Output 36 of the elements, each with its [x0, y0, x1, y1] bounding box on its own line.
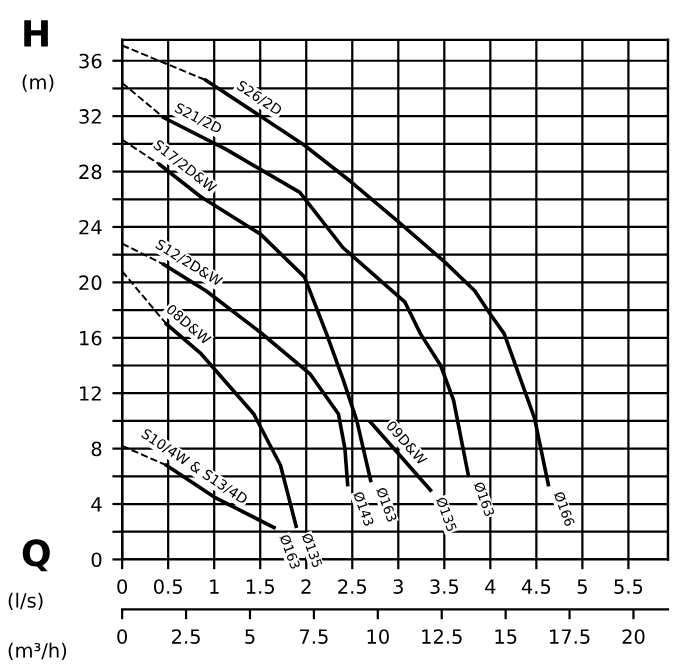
x2-tick-label: 12.5: [422, 629, 462, 644]
text: Q: [22, 539, 50, 572]
x-tick-label: 1: [210, 579, 219, 594]
x-tick-label: 3: [393, 579, 403, 594]
x2-tick-label: 7.5: [300, 629, 328, 644]
x-tick-label: 2.5: [338, 579, 367, 594]
x2-tick-label: 5: [245, 629, 255, 644]
y-tick-label: 32: [79, 109, 101, 124]
y-tick-label: 4: [91, 497, 102, 512]
x-tick-label: 2: [301, 579, 311, 594]
text: H: [24, 20, 48, 47]
x-axis-title: (l/s): [8, 592, 43, 611]
y-tick-label: 12: [80, 386, 101, 401]
x-tick-label: 4.5: [521, 579, 551, 594]
x-tick-label: 4: [485, 579, 496, 594]
y-tick-label: 16: [80, 330, 102, 346]
x-tick-label: 3.5: [430, 579, 459, 594]
x2-tick-label: 2.5: [172, 629, 200, 644]
y-tick-label: 24: [79, 219, 102, 235]
x-tick-label: 5: [577, 579, 587, 594]
x-tick-label: 5.5: [614, 579, 643, 594]
x-tick-label: 0: [117, 579, 128, 594]
y-tick-label: 20: [79, 275, 102, 291]
x2-tick-label: 20: [622, 629, 645, 644]
y-tick-label: 28: [79, 164, 102, 180]
x2-tick-label: 10: [367, 629, 389, 644]
y-tick-label: 8: [91, 441, 102, 457]
x-tick-label: 1.5: [246, 579, 274, 594]
y-tick-label: 36: [79, 53, 102, 69]
y-tick-label: 0: [91, 552, 102, 568]
x2-tick-label: 15: [495, 629, 517, 644]
x2-tick-label: 0: [117, 629, 128, 644]
y-axis-title: (m): [22, 74, 54, 92]
x2-axis-title: (m³/h): [8, 642, 67, 661]
x2-tick-label: 17.5: [550, 629, 590, 644]
x-tick-label: 0.5: [153, 579, 182, 594]
